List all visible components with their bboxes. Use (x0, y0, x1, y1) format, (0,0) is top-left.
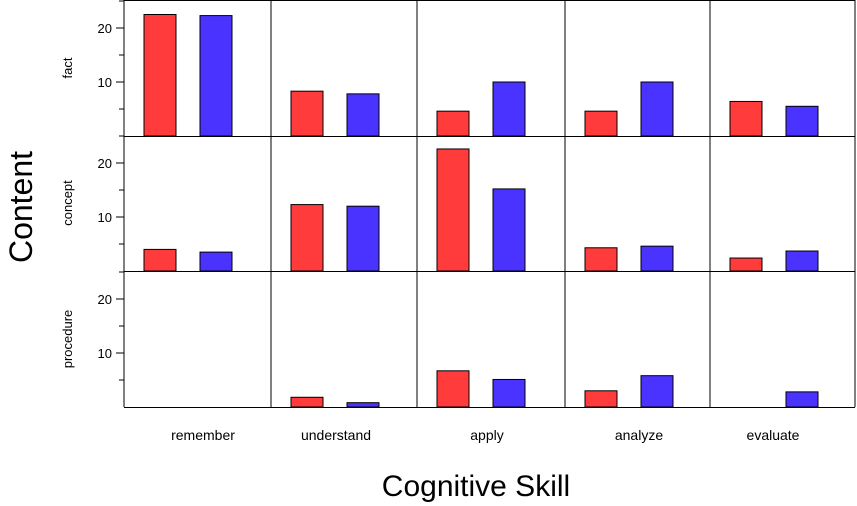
y-axis-title: Content (3, 151, 39, 263)
bar-concept-analyze-series-red (584, 247, 618, 272)
bar-fact-analyze-series-red (584, 110, 618, 137)
col-label-understand: understand (301, 427, 371, 443)
row-label-concept: concept (60, 180, 75, 226)
col-label-evaluate: evaluate (747, 427, 800, 443)
bar-procedure-understand-series-red (290, 396, 324, 408)
bar-fact-evaluate-series-red (729, 100, 763, 137)
bar-concept-apply-series-blue (492, 188, 526, 272)
bar-fact-remember-series-red (143, 14, 177, 137)
bars-layer (143, 14, 819, 408)
col-label-analyze: analyze (615, 427, 663, 443)
bar-procedure-understand-series-blue (346, 402, 380, 408)
bar-fact-understand-series-red (290, 90, 324, 137)
bar-fact-remember-series-blue (199, 15, 233, 137)
bar-procedure-analyze-series-red (584, 390, 618, 408)
ytick-label-procedure-10: 10 (98, 346, 112, 361)
y-ticks (116, 0, 124, 381)
bar-concept-analyze-series-blue (640, 245, 674, 272)
col-label-remember: remember (171, 427, 235, 443)
panel-grid (123, 0, 856, 408)
bar-concept-evaluate-series-blue (785, 250, 819, 272)
row-label-procedure: procedure (60, 310, 75, 369)
labels: 10 20 10 20 10 20 fact concept procedure remember… (60, 21, 800, 443)
ytick-label-fact-20: 20 (98, 21, 112, 36)
bar-concept-remember-series-red (143, 248, 177, 272)
row-label-fact: fact (60, 57, 75, 78)
bar-procedure-apply-series-blue (492, 378, 526, 408)
col-label-apply: apply (470, 427, 503, 443)
bar-concept-apply-series-red (436, 148, 470, 272)
ytick-label-fact-10: 10 (98, 75, 112, 90)
bar-fact-apply-series-red (436, 110, 470, 137)
ytick-label-concept-10: 10 (98, 210, 112, 225)
bar-concept-understand-series-red (290, 204, 324, 272)
bar-concept-understand-series-blue (346, 205, 380, 272)
bar-procedure-evaluate-series-blue (785, 391, 819, 408)
bar-fact-apply-series-blue (492, 81, 526, 137)
ytick-label-procedure-20: 20 (98, 292, 112, 307)
ytick-label-concept-20: 20 (98, 156, 112, 171)
bar-concept-evaluate-series-red (729, 257, 763, 272)
bar-procedure-analyze-series-blue (640, 375, 674, 408)
bar-concept-remember-series-blue (199, 251, 233, 272)
bar-fact-understand-series-blue (346, 93, 380, 137)
bar-fact-evaluate-series-blue (785, 105, 819, 137)
bar-procedure-apply-series-red (436, 370, 470, 408)
bar-fact-analyze-series-blue (640, 81, 674, 137)
x-axis-title: Cognitive Skill (382, 470, 570, 503)
